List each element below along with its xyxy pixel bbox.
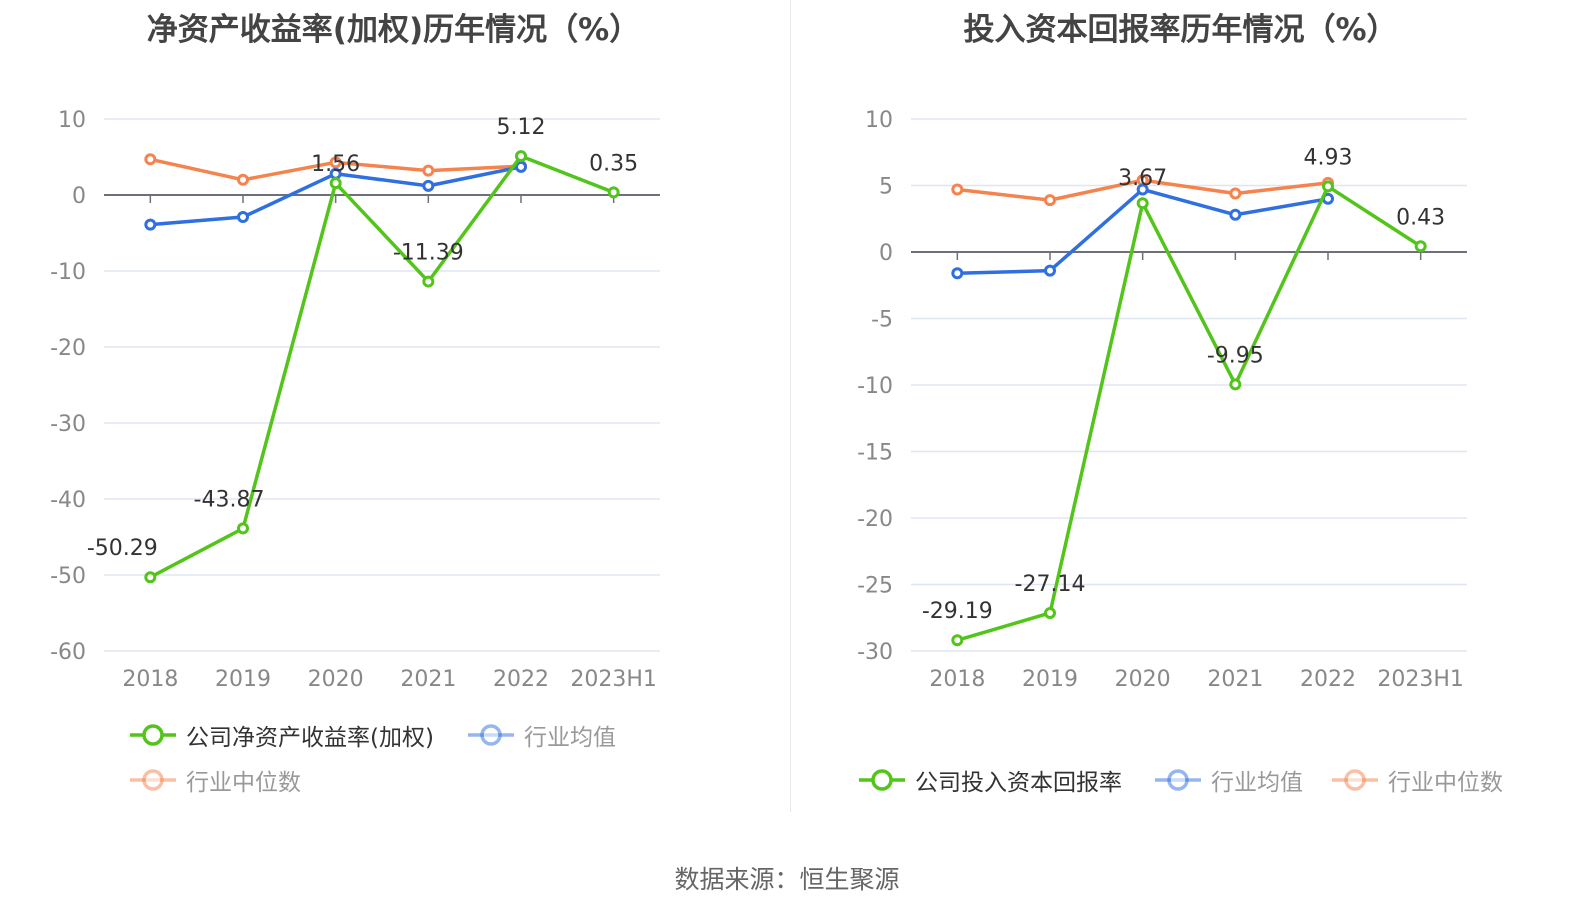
data-point-industry_avg[interactable] (1044, 264, 1056, 277)
x-tick-label: 2021 (400, 667, 456, 692)
x-tick-label: 2020 (1115, 667, 1171, 692)
data-point-industry_median[interactable] (144, 153, 157, 166)
legend-label: 公司投入资本回报率 (915, 770, 1122, 796)
data-label: 0.35 (589, 151, 638, 176)
data-label: 0.43 (1396, 205, 1445, 230)
chart-title: 投入资本回报率历年情况（%） (963, 12, 1398, 48)
y-tick-label: 5 (879, 175, 893, 200)
y-tick-label: -60 (50, 640, 86, 665)
legend-label: 行业中位数 (186, 770, 301, 796)
legend-line-circle-icon (130, 724, 176, 746)
data-point-company[interactable] (144, 571, 157, 584)
x-tick-label: 2019 (1022, 667, 1078, 692)
x-tick-label: 2022 (1300, 667, 1356, 692)
y-tick-label: -10 (50, 260, 86, 285)
data-label: -27.14 (1015, 572, 1086, 597)
data-label: -9.95 (1207, 343, 1264, 368)
data-point-industry_median[interactable] (1044, 194, 1056, 207)
legend-label: 行业中位数 (1388, 770, 1503, 796)
data-point-company[interactable] (1229, 378, 1242, 391)
data-label: 5.12 (497, 115, 546, 140)
y-tick-label: -10 (857, 374, 893, 399)
data-point-industry_avg[interactable] (422, 179, 435, 192)
legend-item-industry_avg[interactable]: 行业均值 (466, 720, 616, 751)
legend-label: 行业均值 (1211, 770, 1303, 796)
legend-item-industry_avg[interactable]: 行业均值 (1153, 765, 1303, 796)
data-label: 4.93 (1304, 145, 1353, 170)
x-tick-label: 2018 (929, 667, 985, 692)
legend-line-circle-icon (1332, 769, 1378, 791)
data-label: -29.19 (922, 599, 993, 624)
y-tick-label: -5 (871, 308, 893, 333)
data-point-company[interactable] (1414, 240, 1427, 253)
roe-chart-panel: 净资产收益率(加权)历年情况（%） 10 0 -10 -20 -30 -40 -50 -60 2… (0, 0, 787, 830)
data-point-industry_avg[interactable] (144, 218, 157, 231)
roe-line-chart: 10 0 -10 -20 -30 -40 -50 -60 2018 2019 2020 2021 202… (50, 108, 660, 692)
data-point-company[interactable] (951, 634, 964, 647)
legend-item-company[interactable]: 公司投入资本回报率 (857, 765, 1122, 796)
data-point-company[interactable] (1136, 197, 1149, 210)
y-tick-label: 0 (879, 241, 893, 266)
y-tick-label: -25 (857, 574, 893, 599)
data-label: 3.67 (1118, 166, 1167, 191)
x-tick-label: 2019 (215, 667, 271, 692)
x-tick-label: 2021 (1207, 667, 1263, 692)
y-tick-label: 0 (72, 184, 86, 209)
data-point-industry_median[interactable] (329, 156, 342, 169)
legend-item-industry_median[interactable]: 行业中位数 (1330, 765, 1503, 796)
data-point-company[interactable] (1044, 606, 1056, 619)
data-point-company[interactable] (515, 150, 527, 163)
legend-item-company[interactable]: 公司净资产收益率(加权) (128, 720, 434, 751)
data-point-company[interactable] (607, 186, 620, 199)
data-label: -11.39 (393, 241, 464, 266)
data-point-industry_median[interactable] (237, 173, 249, 186)
y-tick-label: 10 (865, 108, 893, 133)
data-point-company[interactable] (237, 522, 249, 535)
y-tick-label: -30 (50, 412, 86, 437)
y-tick-label: 10 (58, 108, 86, 133)
data-point-company[interactable] (1322, 180, 1334, 193)
x-tick-label: 2022 (493, 667, 549, 692)
data-source-note: 数据来源：恒生聚源 (674, 865, 900, 894)
y-tick-label: -15 (857, 441, 893, 466)
legend-line-circle-icon (1155, 769, 1201, 791)
data-point-industry_median[interactable] (1229, 187, 1242, 200)
data-label: -50.29 (87, 536, 158, 561)
x-tick-label: 2023H1 (570, 667, 657, 692)
y-tick-label: -40 (50, 488, 86, 513)
x-tick-label: 2018 (122, 667, 178, 692)
x-tick-label: 2020 (308, 667, 364, 692)
legend-label: 公司净资产收益率(加权) (186, 725, 434, 751)
data-point-industry_avg[interactable] (1229, 208, 1242, 221)
series-line-company (956, 184, 1422, 642)
data-point-industry_median[interactable] (422, 164, 435, 177)
data-point-industry_avg[interactable] (237, 211, 249, 224)
legend-line-circle-icon (859, 769, 905, 791)
chart-title: 净资产收益率(加权)历年情况（%） (146, 12, 641, 48)
data-point-industry_median[interactable] (951, 183, 964, 196)
data-point-company[interactable] (422, 275, 435, 288)
roic-chart-panel: 投入资本回报率历年情况（%） 10 5 0 -5 -10 -15 -20 -25 -30 2018… (787, 0, 1574, 830)
data-point-industry_avg[interactable] (1136, 183, 1149, 196)
series-line-company (149, 154, 615, 579)
data-label: 1.56 (311, 152, 360, 177)
data-point-company[interactable] (329, 177, 342, 190)
y-tick-label: -30 (857, 640, 893, 665)
x-tick-label: 2023H1 (1377, 667, 1464, 692)
roic-line-chart: 10 5 0 -5 -10 -15 -20 -25 -30 2018 2019 2020 2021 202… (857, 108, 1467, 692)
legend-item-industry_median[interactable]: 行业中位数 (128, 765, 301, 796)
data-label: -43.87 (194, 487, 265, 512)
y-tick-label: -50 (50, 564, 86, 589)
data-point-industry_avg[interactable] (515, 160, 527, 173)
legend-line-circle-icon (468, 724, 514, 746)
legend-label: 行业均值 (524, 725, 616, 751)
legend-line-circle-icon (130, 769, 176, 791)
y-tick-label: -20 (50, 336, 86, 361)
data-point-industry_avg[interactable] (951, 267, 964, 280)
y-tick-label: -20 (857, 507, 893, 532)
panel-divider (790, 0, 791, 812)
